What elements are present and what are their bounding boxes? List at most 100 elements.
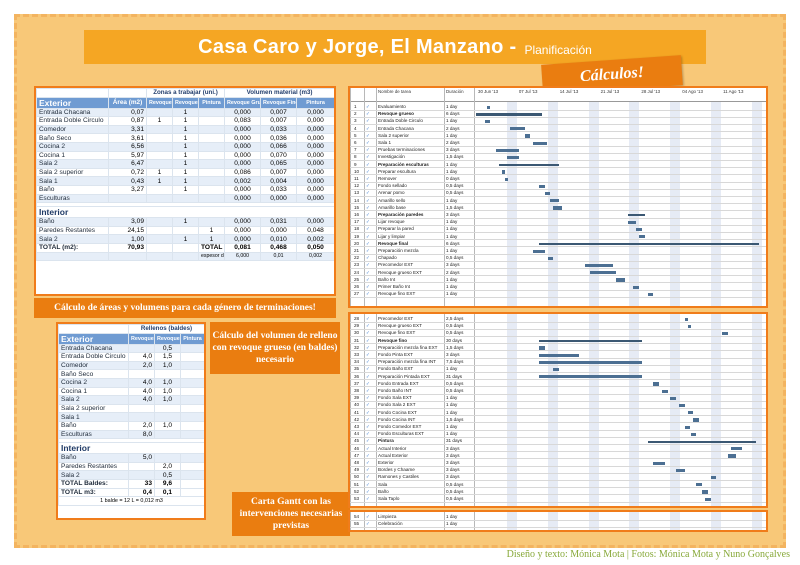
gantt-task-bar[interactable]	[553, 206, 562, 210]
gantt-task-row[interactable]: 18 ✓ Preparar la pared 1 day	[350, 226, 766, 233]
gantt-task-bar[interactable]	[538, 346, 545, 350]
gantt-task-row[interactable]: 44 ✓ Fondo Esculturas EXT 1 day	[350, 431, 766, 438]
gantt-task-row[interactable]: 8 ✓ Investigación 1,5 days	[350, 154, 766, 161]
gantt-task-bar[interactable]	[639, 235, 645, 239]
gantt-summary-bar[interactable]	[538, 339, 642, 342]
gantt-task-row[interactable]: 41 ✓ Fondo Cocina EXT 1 day	[350, 410, 766, 417]
gantt-task-row[interactable]: 54 ✓ Limpieza 1 day	[350, 514, 766, 521]
gantt-task-bar[interactable]	[533, 141, 548, 145]
gantt-task-row[interactable]: 16 ✓ Preparación paredes 3 days	[350, 212, 766, 219]
gantt-task-bar[interactable]	[704, 497, 711, 501]
gantt-task-row[interactable]: 52 ✓ Baño 0,5 days	[350, 489, 766, 496]
gantt-task-row[interactable]: 23 ✓ Precomedor EXT 3 days	[350, 262, 766, 269]
gantt-task-row[interactable]: 15 ✓ Amarillo base 1,5 days	[350, 205, 766, 212]
gantt-task-row[interactable]: 42 ✓ Fondo Cocina INT 1,5 days	[350, 417, 766, 424]
gantt-task-bar[interactable]	[510, 127, 525, 131]
gantt-task-bar[interactable]	[553, 367, 559, 372]
gantt-task-bar[interactable]	[616, 278, 625, 282]
gantt-task-row[interactable]: 10 ✓ Preparar escultura 1 day	[350, 169, 766, 176]
gantt-task-row[interactable]: 4 ✓ Entrada Chacana 2 days	[350, 126, 766, 133]
gantt-summary-bar[interactable]	[647, 440, 757, 443]
gantt-task-row[interactable]: 47 ✓ Actual Exterior 3 days	[350, 453, 766, 460]
gantt-task-bar[interactable]	[633, 285, 640, 289]
gantt-task-bar[interactable]	[533, 249, 545, 253]
gantt-task-bar[interactable]	[538, 360, 642, 364]
gantt-task-bar[interactable]	[501, 170, 505, 174]
gantt-task-bar[interactable]	[721, 331, 728, 336]
gantt-task-row[interactable]: 43 ✓ Fondo Comedor EXT 1 day	[350, 424, 766, 431]
gantt-task-row[interactable]: 3 ✓ Entrada Doble Circulo 1 day	[350, 118, 766, 125]
gantt-task-row[interactable]: 17 ✓ Lijar revoque 1 day	[350, 219, 766, 226]
gantt-task-row[interactable]: 48 ✓ Exterior 3 days	[350, 460, 766, 467]
gantt-task-row[interactable]: 33 ✓ Fondo Pinta EXT 3 days	[350, 352, 766, 359]
gantt-task-bar[interactable]	[670, 396, 677, 400]
gantt-summary-bar[interactable]	[538, 242, 760, 246]
gantt-task-bar[interactable]	[524, 134, 531, 138]
gantt-task-row[interactable]: 27 ✓ Revoque fino EXT 1 day	[350, 291, 766, 298]
gantt-task-row[interactable]: 50 ✓ Ramones y Castiles 3 days	[350, 474, 766, 481]
gantt-task-bar[interactable]	[676, 468, 685, 472]
gantt-task-row[interactable]: 24 ✓ Revoque grueso EXT 2 days	[350, 270, 766, 277]
gantt-task-row[interactable]: 45 ✓ Pintura 31 days	[350, 438, 766, 445]
gantt-task-bar[interactable]	[496, 148, 519, 152]
gantt-task-row[interactable]: 11 ✓ Remover 0 days	[350, 176, 766, 183]
gantt-task-row[interactable]: 28 ✓ Precomedor EXT 2,5 days	[350, 316, 766, 323]
gantt-task-row[interactable]: 40 ✓ Fondo Sala 2 EXT 1 day	[350, 402, 766, 409]
gantt-task-bar[interactable]	[687, 411, 694, 415]
gantt-task-row[interactable]: 13 ✓ Arenar pomo 0,5 days	[350, 190, 766, 197]
gantt-task-row[interactable]: 49 ✓ Bordes y Chaame 3 days	[350, 467, 766, 474]
gantt-task-row[interactable]: 31 ✓ Revoque fino 30 days	[350, 338, 766, 345]
gantt-task-bar[interactable]	[693, 418, 700, 422]
gantt-task-row[interactable]: 29 ✓ Revoque grueso EXT 0,5 days	[350, 323, 766, 330]
gantt-task-bar[interactable]	[696, 483, 702, 487]
gantt-task-row[interactable]: 37 ✓ Fondo Entrada EXT 0,5 days	[350, 381, 766, 388]
gantt-task-bar[interactable]	[584, 263, 614, 268]
gantt-task-row[interactable]: 7 ✓ Pruebas terminaciones 3 days	[350, 147, 766, 154]
gantt-task-row[interactable]: 30 ✓ Revoque fino EXT 0,5 days	[350, 330, 766, 337]
gantt-task-row[interactable]: 1 ✓ Evaluamiento 1 day	[350, 104, 766, 111]
gantt-task-bar[interactable]	[504, 177, 508, 181]
gantt-task-row[interactable]: 12 ✓ Fondo sellado 0,5 days	[350, 183, 766, 190]
gantt-task-row[interactable]: 20 ✓ Revoque final 6 days	[350, 241, 766, 248]
gantt-task-row[interactable]: 22 ✓ Chapado 0,5 days	[350, 255, 766, 262]
gantt-task-bar[interactable]	[507, 155, 519, 160]
gantt-task-row[interactable]: 5 ✓ Sala 2 superior 1 day	[350, 133, 766, 140]
gantt-task-row[interactable]: 38 ✓ Fondo Baño INT 0,5 days	[350, 388, 766, 395]
gantt-task-bar[interactable]	[538, 375, 642, 379]
gantt-task-bar[interactable]	[653, 461, 665, 465]
gantt-task-row[interactable]: 2 ✓ Revoque grueso 6 days	[350, 111, 766, 118]
gantt-task-bar[interactable]	[701, 490, 708, 494]
gantt-task-row[interactable]: 35 ✓ Fondo Baño EXT 1 day	[350, 366, 766, 373]
gantt-task-bar[interactable]	[538, 353, 579, 357]
gantt-task-bar[interactable]	[547, 256, 554, 260]
gantt-task-bar[interactable]	[684, 425, 691, 429]
gantt-task-bar[interactable]	[544, 191, 551, 196]
gantt-task-bar[interactable]	[684, 317, 688, 321]
gantt-task-row[interactable]: 39 ✓ Fondo Sala EXT 1 day	[350, 395, 766, 402]
gantt-task-row[interactable]: 14 ✓ Amarillo sello 1 day	[350, 198, 766, 205]
gantt-task-row[interactable]: 36 ✓ Preparación Pintada EXT 31 days	[350, 374, 766, 381]
gantt-task-bar[interactable]	[487, 105, 491, 109]
gantt-task-row[interactable]: 26 ✓ Primer Baño Int 1 day	[350, 284, 766, 291]
gantt-task-bar[interactable]	[647, 292, 654, 296]
gantt-task-bar[interactable]	[687, 324, 691, 328]
gantt-task-row[interactable]: 55 ✓ Celebración 1 day	[350, 521, 766, 528]
gantt-task-row[interactable]: 6 ✓ Sala 1 2 days	[350, 140, 766, 147]
gantt-task-row[interactable]: 53 ✓ Sala Taplo 0,5 days	[350, 496, 766, 503]
gantt-task-bar[interactable]	[590, 271, 617, 275]
gantt-summary-bar[interactable]	[498, 163, 559, 166]
gantt-task-bar[interactable]	[627, 220, 637, 224]
gantt-task-row[interactable]: 51 ✓ Sala 0,5 days	[350, 482, 766, 489]
gantt-task-bar[interactable]	[636, 227, 642, 232]
gantt-task-row[interactable]: 32 ✓ Preparación mezcla fina EXT 1,5 days	[350, 345, 766, 352]
gantt-task-bar[interactable]	[710, 475, 717, 480]
gantt-task-bar[interactable]	[727, 454, 737, 458]
gantt-task-row[interactable]: 25 ✓ Baño Int 1 day	[350, 277, 766, 284]
gantt-summary-bar[interactable]	[476, 113, 542, 116]
gantt-task-row[interactable]: 9 ✓ Preparación esculturas 1 day	[350, 162, 766, 169]
gantt-task-bar[interactable]	[484, 119, 491, 124]
gantt-task-row[interactable]: 19 ✓ Lijar y limpiar 1 day	[350, 234, 766, 241]
gantt-task-bar[interactable]	[653, 382, 660, 386]
gantt-task-bar[interactable]	[538, 184, 545, 188]
gantt-task-row[interactable]: 34 ✓ Preparación mezcla fina INT 7,5 days	[350, 359, 766, 366]
